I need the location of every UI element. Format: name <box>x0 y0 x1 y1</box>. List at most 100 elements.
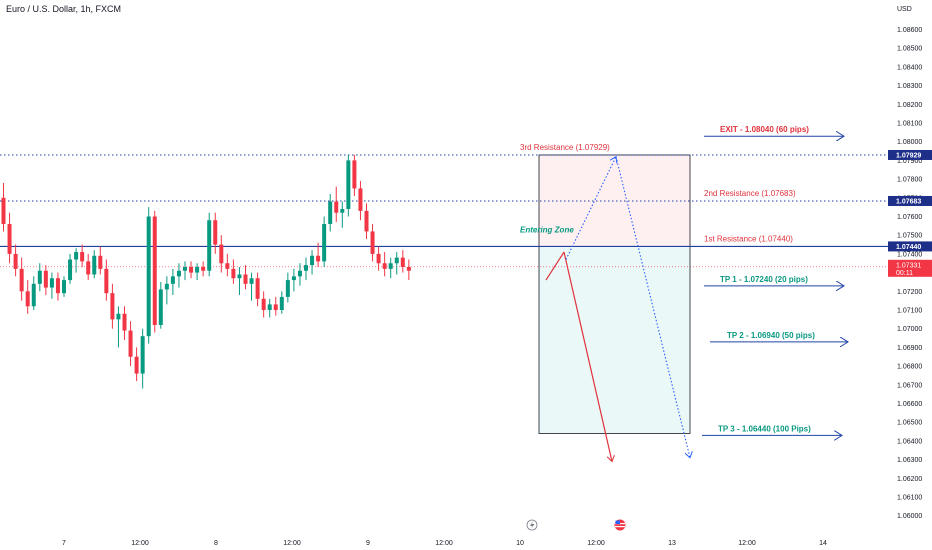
candle-body <box>55 278 60 294</box>
candle-body <box>310 255 315 266</box>
x-tick-label: 7 <box>62 540 66 547</box>
candle <box>291 268 296 292</box>
zones-layer <box>538 154 691 434</box>
candle-body <box>316 255 321 262</box>
candle <box>62 276 66 297</box>
candle <box>13 244 18 277</box>
y-tick-label: 1.06400 <box>897 438 922 445</box>
candle-body <box>13 253 18 269</box>
x-tick-label: 12:00 <box>283 540 301 547</box>
levels-layer <box>0 154 888 268</box>
candle <box>304 257 308 281</box>
candle-body <box>231 268 236 279</box>
y-tick-label: 1.08300 <box>897 83 922 90</box>
candle <box>116 306 121 348</box>
candle <box>74 248 79 273</box>
y-tick-label: 1.08100 <box>897 121 922 128</box>
y-tick-label: 1.06800 <box>897 364 922 371</box>
candle-body <box>273 304 278 310</box>
annotations-layer: EXIT - 1.08040 (60 pips) 3rd Resistance (… <box>520 125 848 435</box>
price-badge-label: 1.07929 <box>896 152 921 159</box>
y-tick-label: 1.07900 <box>897 158 922 165</box>
annotation-label: 3rd Resistance (1.07929) <box>520 143 610 152</box>
candle <box>134 347 139 382</box>
y-tick-label: 1.06900 <box>897 345 922 352</box>
candle-body <box>249 278 254 284</box>
candle <box>92 250 97 279</box>
annotation-label: 1st Resistance (1.07440) <box>704 234 793 243</box>
candle-body <box>104 268 109 294</box>
time-axis[interactable]: 7 12:00 8 12:00 9 12:00 10 12:00 13 12:00 14 <box>62 540 827 547</box>
lightning-icon <box>526 519 538 531</box>
candle <box>140 328 145 389</box>
candle <box>279 291 284 314</box>
candle <box>364 203 369 239</box>
current-price-value: 1.07331 <box>896 262 921 269</box>
y-tick-label: 1.07400 <box>897 251 922 258</box>
x-tick-label: 10 <box>516 540 524 547</box>
x-tick-label: 12:00 <box>131 540 149 547</box>
candle <box>189 261 194 279</box>
candle-body <box>183 266 187 271</box>
y-tick-label: 1.07100 <box>897 308 922 315</box>
candle <box>176 263 181 288</box>
candle-body <box>243 274 248 284</box>
candle-body <box>98 255 103 269</box>
candle-body <box>400 257 405 267</box>
annotation-label: Entering Zone <box>520 225 574 234</box>
y-tick-label: 1.08200 <box>897 102 922 109</box>
annotation-label: 2nd Resistance (1.07683) <box>704 189 796 198</box>
candle-body <box>92 255 97 275</box>
price-axis[interactable]: USD 1.08600 1.08500 1.08400 1.08300 1.08200 1.… <box>888 0 932 550</box>
candle-body <box>195 266 200 273</box>
candle <box>322 216 327 267</box>
y-tick-label: 1.08600 <box>897 27 922 34</box>
candle-body <box>376 253 381 264</box>
candle-body <box>213 220 218 245</box>
candle-body <box>140 336 145 374</box>
candle <box>1 182 6 232</box>
candle-body <box>207 220 212 271</box>
candle-body <box>86 261 91 275</box>
candle <box>201 261 206 277</box>
candle <box>340 201 345 228</box>
x-tick-label: 9 <box>366 540 370 547</box>
candle <box>370 223 375 262</box>
annotation-label: TP 3 - 1.06440 (100 Pips) <box>718 424 811 433</box>
annotation-label: TP 1 - 1.07240 (20 pips) <box>720 275 808 284</box>
candle <box>388 257 393 279</box>
candle-body <box>255 278 260 299</box>
candle <box>376 246 381 271</box>
price-badge-label: 1.07440 <box>896 244 921 251</box>
target-zone <box>538 246 691 434</box>
candle-body <box>346 160 351 210</box>
price-badge <box>888 195 932 206</box>
candle <box>19 257 24 301</box>
candle <box>170 268 175 296</box>
candle <box>37 263 42 292</box>
blue-path-down <box>615 156 690 458</box>
candle <box>267 298 272 318</box>
y-tick-label: 1.08400 <box>897 64 922 71</box>
y-tick-label: 1.07600 <box>897 214 922 221</box>
candle <box>237 266 242 296</box>
candle <box>219 235 224 273</box>
candle <box>25 280 30 314</box>
red-path-up <box>545 251 565 281</box>
y-tick-label: 1.07500 <box>897 233 922 240</box>
annotation-label: EXIT - 1.08040 (60 pips) <box>720 125 809 134</box>
candle-body <box>158 289 163 325</box>
candle <box>255 272 260 307</box>
x-tick-label: 8 <box>214 540 218 547</box>
candle-body <box>364 210 369 232</box>
price-badge-label: 1.07683 <box>896 198 921 205</box>
candle-body <box>297 270 302 277</box>
candle-body <box>7 223 12 254</box>
candle-body <box>406 266 411 271</box>
candle-body <box>370 231 375 254</box>
currency-label: USD <box>897 6 912 13</box>
candle <box>158 281 163 329</box>
candle-body <box>80 252 85 262</box>
candle-body <box>25 291 30 307</box>
